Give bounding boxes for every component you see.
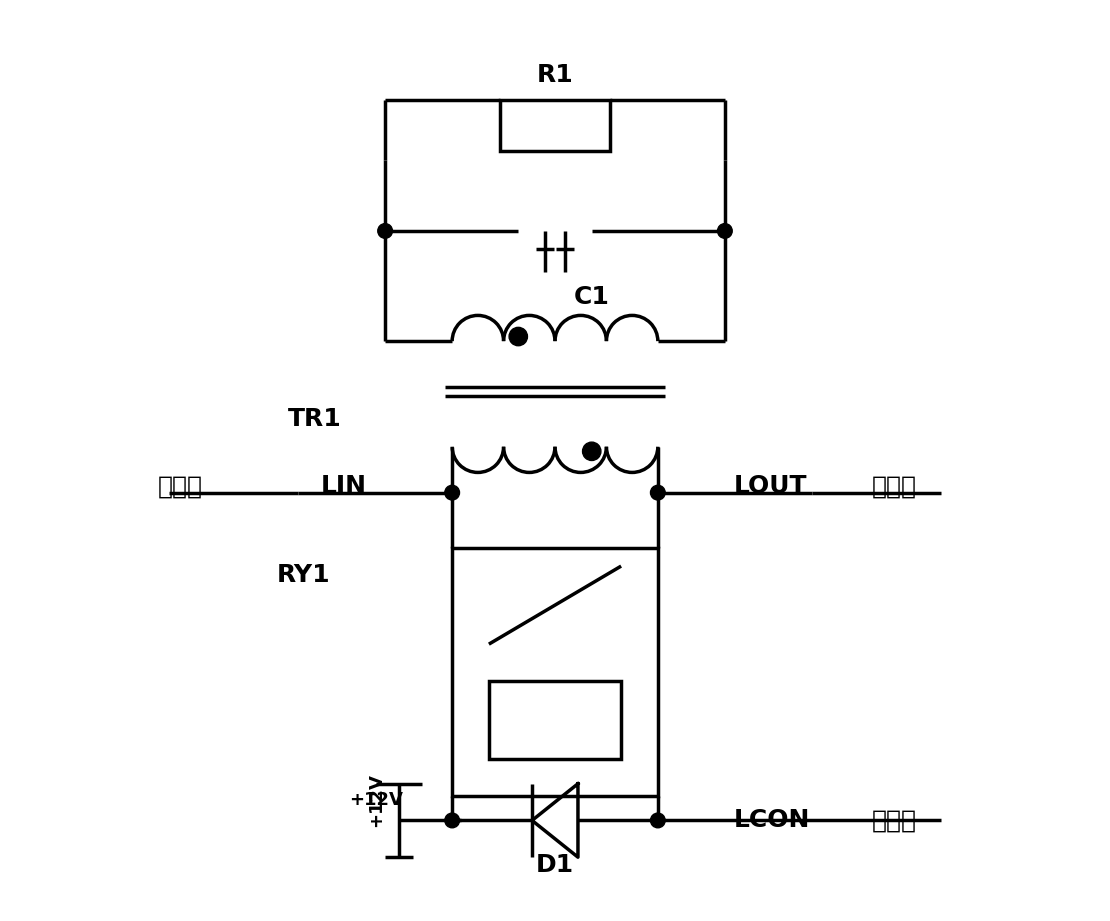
Text: 输入端: 输入端 [158, 474, 203, 498]
Text: C1: C1 [574, 286, 609, 309]
Text: LCON: LCON [734, 809, 810, 833]
Text: 输出端: 输出端 [872, 474, 917, 498]
Text: TR1: TR1 [289, 407, 342, 431]
Bar [500, 100, 610, 151]
Circle shape [583, 442, 601, 460]
Text: LIN: LIN [321, 474, 366, 498]
Bar [452, 548, 658, 796]
Text: D1: D1 [536, 853, 574, 877]
Bar [488, 681, 622, 759]
Circle shape [445, 485, 460, 500]
Text: R1: R1 [536, 63, 574, 87]
Circle shape [650, 485, 665, 500]
Circle shape [717, 224, 733, 239]
Text: 控制端: 控制端 [872, 809, 917, 833]
Text: +12V: +12V [367, 774, 385, 827]
Circle shape [445, 813, 460, 828]
Circle shape [377, 224, 393, 239]
Text: RY1: RY1 [276, 564, 330, 588]
Circle shape [650, 813, 665, 828]
Text: +12V: +12V [349, 791, 403, 810]
Circle shape [509, 327, 527, 345]
Text: LOUT: LOUT [734, 474, 808, 498]
